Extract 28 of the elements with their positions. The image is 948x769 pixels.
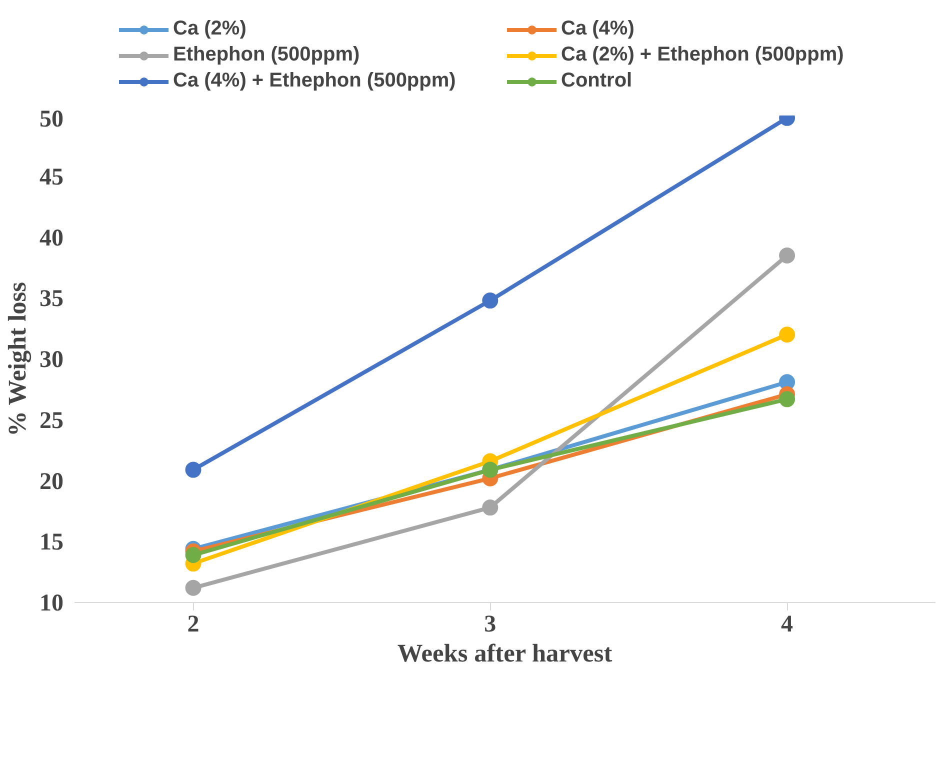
point bbox=[779, 391, 796, 408]
y-tick-label: 40 bbox=[40, 225, 64, 252]
y-tick-label: 30 bbox=[40, 347, 64, 373]
legend-label: Ca (4%) bbox=[561, 18, 636, 40]
y-tick-label: 45 bbox=[40, 164, 64, 190]
x-axis-title: Weeks after harvest bbox=[397, 640, 613, 668]
point bbox=[482, 500, 498, 516]
legend-label: Ca (4%) + Ethephon (500ppm) bbox=[173, 70, 457, 92]
x-tick-label: 3 bbox=[484, 612, 496, 638]
point bbox=[185, 580, 202, 596]
legend-label: Ethephon (500ppm) bbox=[173, 44, 361, 66]
x-tick-label: 2 bbox=[187, 612, 200, 638]
y-axis-title: % Weight loss bbox=[4, 282, 32, 436]
y-tick-label: 25 bbox=[40, 408, 64, 434]
legend-label: Control bbox=[561, 70, 634, 92]
point bbox=[185, 547, 202, 564]
y-tick-label: 10 bbox=[40, 590, 64, 616]
y-tick-label: 15 bbox=[40, 530, 64, 556]
point bbox=[482, 292, 498, 309]
y-tick-label: 50 bbox=[40, 106, 64, 132]
y-tick-label: 35 bbox=[40, 286, 64, 312]
x-tick-label: 4 bbox=[781, 612, 794, 638]
point bbox=[185, 462, 202, 478]
legend-label: Ca (2%) bbox=[173, 18, 248, 40]
legend-label: Ca (2%) + Ethephon (500ppm) bbox=[561, 44, 845, 66]
point bbox=[779, 326, 796, 343]
y-tick-label: 20 bbox=[40, 468, 64, 495]
point bbox=[779, 248, 796, 264]
